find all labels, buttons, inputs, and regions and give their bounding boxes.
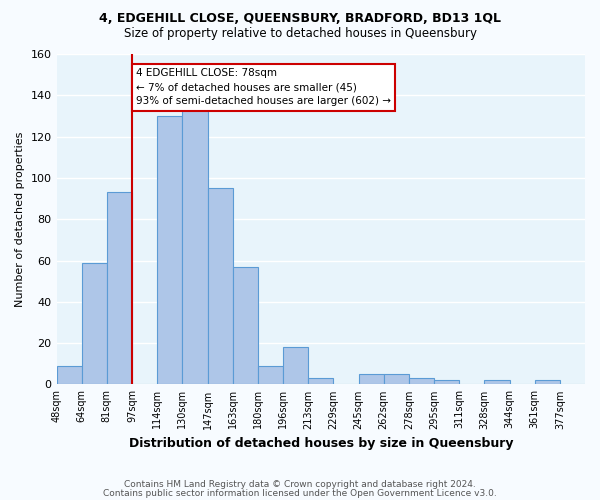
Bar xyxy=(233,266,258,384)
Bar xyxy=(359,374,383,384)
Bar xyxy=(434,380,459,384)
Bar xyxy=(208,188,233,384)
Bar xyxy=(484,380,509,384)
Bar xyxy=(82,262,107,384)
Bar xyxy=(56,366,82,384)
Bar xyxy=(308,378,334,384)
Bar xyxy=(107,192,132,384)
Text: Contains public sector information licensed under the Open Government Licence v3: Contains public sector information licen… xyxy=(103,489,497,498)
X-axis label: Distribution of detached houses by size in Queensbury: Distribution of detached houses by size … xyxy=(128,437,513,450)
Text: Size of property relative to detached houses in Queensbury: Size of property relative to detached ho… xyxy=(124,28,476,40)
Bar xyxy=(409,378,434,384)
Text: 4, EDGEHILL CLOSE, QUEENSBURY, BRADFORD, BD13 1QL: 4, EDGEHILL CLOSE, QUEENSBURY, BRADFORD,… xyxy=(99,12,501,26)
Bar xyxy=(535,380,560,384)
Bar xyxy=(283,348,308,385)
Bar xyxy=(383,374,409,384)
Text: 4 EDGEHILL CLOSE: 78sqm
← 7% of detached houses are smaller (45)
93% of semi-det: 4 EDGEHILL CLOSE: 78sqm ← 7% of detached… xyxy=(136,68,391,106)
Bar xyxy=(157,116,182,384)
Bar xyxy=(182,110,208,384)
Text: Contains HM Land Registry data © Crown copyright and database right 2024.: Contains HM Land Registry data © Crown c… xyxy=(124,480,476,489)
Y-axis label: Number of detached properties: Number of detached properties xyxy=(15,132,25,307)
Bar xyxy=(258,366,283,384)
